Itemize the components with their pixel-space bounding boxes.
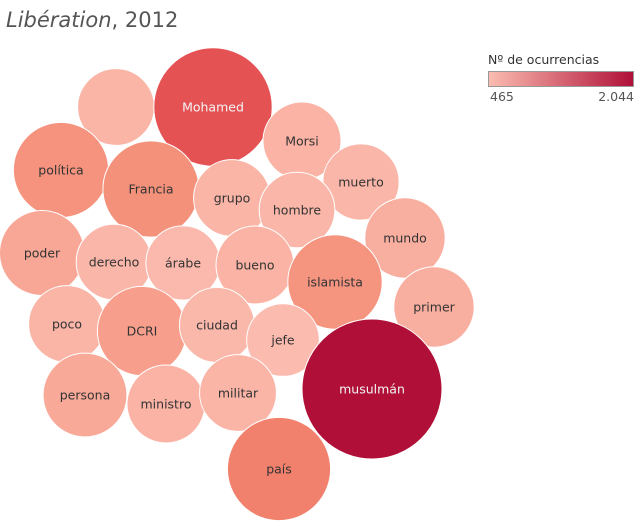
bubble-label: primer xyxy=(413,300,455,315)
bubble-circle xyxy=(258,171,336,249)
bubble-circle xyxy=(393,266,475,348)
bubble-label: grupo xyxy=(214,191,251,206)
chart-title-italic: Libération xyxy=(6,8,112,32)
bubble-label: poco xyxy=(52,317,82,332)
bubble-política: política xyxy=(12,121,110,219)
legend-title: Nº de ocurrencias xyxy=(488,52,600,67)
bubble-francia: Francia xyxy=(102,140,200,238)
legend-max-label: 2.044 xyxy=(598,89,634,104)
legend-gradient-bar xyxy=(488,71,634,87)
bubble-label: país xyxy=(266,462,292,477)
bubble-jefe: jefe xyxy=(246,303,320,377)
bubble-muerto: muerto xyxy=(322,143,400,221)
bubble-label: jefe xyxy=(270,333,295,348)
bubble-label: ciudad xyxy=(196,318,238,333)
bubble-poco: poco xyxy=(28,285,106,363)
bubble-circle xyxy=(301,318,443,460)
bubble-label: militar xyxy=(218,386,259,401)
bubble-ciudad: ciudad xyxy=(179,287,255,363)
bubble-grupo: grupo xyxy=(193,159,271,237)
bubble-label: mundo xyxy=(383,231,427,246)
legend-min-label: 465 xyxy=(490,89,514,104)
bubble-label: bueno xyxy=(235,258,274,273)
bubble-label: musulmán xyxy=(339,382,405,397)
bubble-label: Mohamed xyxy=(182,100,244,115)
bubble-label: política xyxy=(38,163,83,178)
bubble-hombre: hombre xyxy=(258,171,336,249)
bubble-label: Francia xyxy=(128,182,173,197)
bubble-militar: militar xyxy=(199,354,277,432)
bubble-label: persona xyxy=(60,388,111,403)
bubble-ministro: ministro xyxy=(126,364,206,444)
bubble-label: Morsi xyxy=(285,134,319,149)
bubble-label: muerto xyxy=(338,175,383,190)
bubble-mundo: mundo xyxy=(364,197,446,279)
bubble-circle xyxy=(42,352,128,438)
bubble-dcri: DCRI xyxy=(96,285,188,377)
bubble-label: ministro xyxy=(141,397,192,412)
bubble-label: poder xyxy=(24,246,61,261)
bubble-label: derecho xyxy=(89,255,140,270)
bubble-islamista: islamista xyxy=(287,234,383,330)
bubble-mohamed: Mohamed xyxy=(153,47,273,167)
bubble-bueno: bueno xyxy=(215,225,295,305)
bubble-primer: primer xyxy=(393,266,475,348)
bubble-label: hombre xyxy=(273,203,322,218)
bubble-circle xyxy=(199,354,277,432)
chart-title: Libération, 2012 xyxy=(6,8,178,32)
bubble-árabe: árabe xyxy=(145,225,221,301)
bubble-circle xyxy=(226,416,332,522)
chart-title-year: , 2012 xyxy=(111,8,179,32)
color-legend: Nº de ocurrencias 465 2.044 xyxy=(488,52,636,105)
bubble-derecho: derecho xyxy=(75,223,153,301)
bubble-circle xyxy=(364,197,446,279)
bubble-poder: poder xyxy=(0,210,85,296)
bubble-musulmán: musulmán xyxy=(301,318,443,460)
bubble-persona: persona xyxy=(42,352,128,438)
bubble-label: islamista xyxy=(307,275,363,290)
bubble-label: DCRI xyxy=(127,324,158,339)
bubble-país: país xyxy=(226,416,332,522)
bubble-circle xyxy=(246,303,320,377)
bubble-label: árabe xyxy=(165,256,201,271)
